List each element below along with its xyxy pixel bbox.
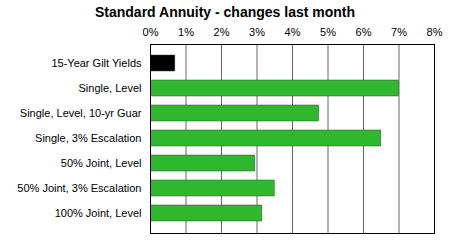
svg-text:4%: 4% xyxy=(285,26,301,38)
svg-text:Single, Level: Single, Level xyxy=(79,82,142,94)
svg-text:0%: 0% xyxy=(143,26,159,38)
svg-text:Single, 3% Escalation: Single, 3% Escalation xyxy=(35,132,141,144)
svg-text:50% Joint, Level: 50% Joint, Level xyxy=(61,157,142,169)
svg-text:5%: 5% xyxy=(320,26,336,38)
html-text:Standard Annuity - changes las: Standard Annuity - changes last month xyxy=(95,4,355,20)
svg-text:6%: 6% xyxy=(356,26,372,38)
svg-text:1%: 1% xyxy=(178,26,194,38)
svg-text:15-Year Gilt Yields: 15-Year Gilt Yields xyxy=(51,57,142,69)
svg-text:7%: 7% xyxy=(391,26,407,38)
svg-text:3%: 3% xyxy=(249,26,265,38)
svg-text:100% Joint, Level: 100% Joint, Level xyxy=(55,207,142,219)
svg-text:50% Joint, 3% Escalation: 50% Joint, 3% Escalation xyxy=(17,182,141,194)
svg-text:2%: 2% xyxy=(214,26,230,38)
svg-text:Single, Level, 10-yr Guar: Single, Level, 10-yr Guar xyxy=(20,107,142,119)
svg-text:8%: 8% xyxy=(427,26,443,38)
